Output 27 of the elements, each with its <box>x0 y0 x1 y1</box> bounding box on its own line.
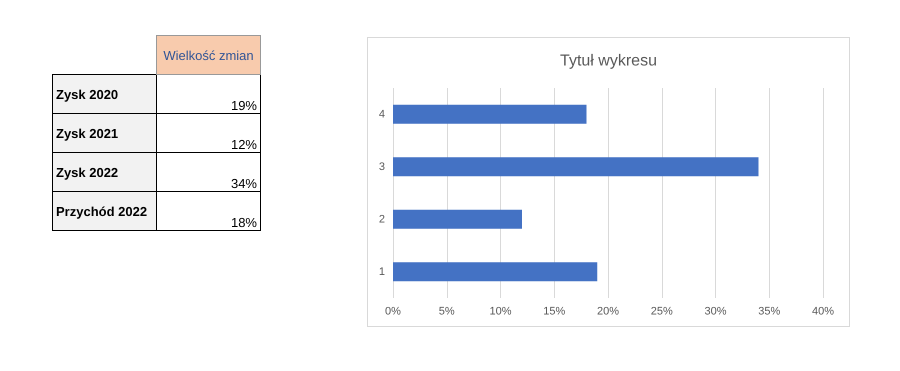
bar <box>393 262 598 282</box>
chart-title: Tytuł wykresu <box>560 52 657 70</box>
y-tick-label: 2 <box>378 213 385 226</box>
x-tick-label: 25% <box>650 306 673 318</box>
x-tick-label: 5% <box>438 306 455 318</box>
text: Zysk 2021 <box>52 114 156 152</box>
text: 19% <box>156 74 260 114</box>
text: Przychód 2022 <box>52 192 156 230</box>
x-tick-label: 20% <box>596 306 620 318</box>
text: Zysk 2020 <box>52 74 156 114</box>
x-tick-label: 10% <box>489 306 512 318</box>
text: 34% <box>156 152 260 192</box>
bar <box>393 210 522 229</box>
text: Wielkość zmian <box>156 36 260 74</box>
y-tick-label: 4 <box>378 108 385 120</box>
bar <box>393 104 586 124</box>
x-tick-label: 40% <box>812 306 834 318</box>
text: 18% <box>156 192 260 230</box>
x-tick-label: 30% <box>704 306 727 318</box>
x-tick-label: 15% <box>543 306 566 318</box>
y-tick-label: 1 <box>378 266 385 278</box>
y-tick-label: 3 <box>378 160 385 173</box>
text: 12% <box>156 114 260 152</box>
text: Zysk 2022 <box>52 152 156 192</box>
bar <box>393 157 758 176</box>
x-tick-label: 0% <box>385 306 402 318</box>
x-tick-label: 35% <box>758 306 780 318</box>
